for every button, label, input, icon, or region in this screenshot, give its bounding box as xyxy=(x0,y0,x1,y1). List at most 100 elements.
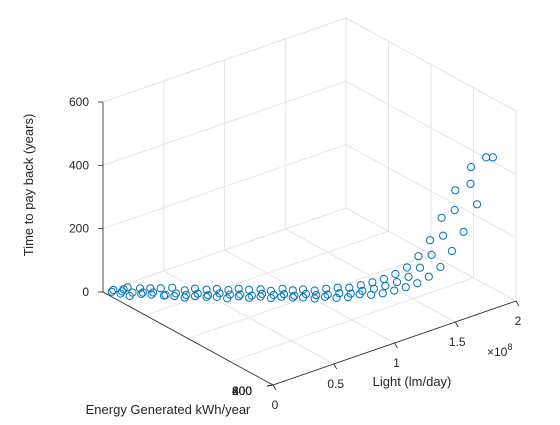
data-point xyxy=(467,163,476,172)
sidewall-top-edge xyxy=(345,17,517,112)
data-point xyxy=(320,292,330,301)
z-tick-label: 400 xyxy=(69,158,89,172)
x-tick-mark xyxy=(454,321,459,328)
data-point xyxy=(138,288,147,297)
data-point xyxy=(149,288,158,297)
z-axis-label: Time to pay back (years) xyxy=(21,114,36,257)
y-tick-label: 800 xyxy=(232,384,252,398)
data-point xyxy=(137,289,146,298)
x-tick-label: 1.5 xyxy=(449,335,466,349)
data-point xyxy=(269,290,278,300)
data-point xyxy=(459,227,468,236)
data-point xyxy=(356,281,365,290)
data-point xyxy=(161,290,170,300)
x-tick-label: 1 xyxy=(393,356,400,370)
data-point xyxy=(424,272,433,281)
data-point xyxy=(236,290,245,299)
data-point xyxy=(401,283,410,292)
x-tick-label: 0 xyxy=(272,398,279,412)
data-point xyxy=(128,288,137,297)
backwall-grid-z xyxy=(102,80,347,166)
data-point xyxy=(447,246,456,256)
data-point xyxy=(488,153,497,162)
data-point xyxy=(202,285,211,294)
data-point xyxy=(234,292,243,301)
y-tick-label: 200 xyxy=(232,384,252,398)
data-point xyxy=(345,283,354,292)
data-point xyxy=(116,289,125,298)
data-point xyxy=(146,284,155,293)
data-point xyxy=(256,285,265,294)
data-point xyxy=(346,289,355,298)
data-points xyxy=(107,153,497,303)
data-point xyxy=(332,293,341,302)
data-point xyxy=(473,200,482,209)
data-point xyxy=(266,286,275,295)
z-tick-label: 600 xyxy=(69,95,89,109)
backwall-grid-z xyxy=(102,144,347,230)
z-tick-label: 0 xyxy=(82,285,89,299)
data-point xyxy=(378,289,387,298)
data-point xyxy=(278,284,287,293)
x-axis-exponent-base: ×10 xyxy=(487,345,508,359)
grid-layer xyxy=(102,17,517,386)
data-point xyxy=(436,262,445,272)
z-tick-label: 200 xyxy=(69,222,89,236)
data-point xyxy=(404,272,413,281)
x-tick-label: 2 xyxy=(515,314,522,328)
data-point xyxy=(482,153,491,162)
data-point xyxy=(168,283,177,292)
data-point xyxy=(245,293,254,302)
axis-edges xyxy=(98,101,520,391)
data-point xyxy=(224,286,233,295)
data-point xyxy=(136,284,145,293)
x-axis-label: Light (lm/day) xyxy=(373,374,452,389)
sidewall-grid-z xyxy=(345,207,517,302)
data-point xyxy=(322,284,331,293)
x-axis-exponent: ×108 xyxy=(487,342,512,359)
data-point xyxy=(118,287,127,296)
data-point xyxy=(193,289,202,298)
data-point xyxy=(390,286,399,295)
floor-grid-y xyxy=(145,230,389,316)
data-point xyxy=(279,290,289,299)
data-point xyxy=(402,263,412,272)
data-point xyxy=(426,236,435,245)
data-point xyxy=(391,269,400,279)
data-point xyxy=(427,250,436,259)
data-point xyxy=(358,286,367,295)
data-point xyxy=(369,284,378,293)
data-point xyxy=(288,286,297,295)
data-point xyxy=(413,279,422,288)
data-point xyxy=(119,285,128,294)
y-tick-label: 400 xyxy=(232,384,252,398)
data-point xyxy=(301,289,310,299)
data-point xyxy=(190,284,200,293)
x-tick-mark xyxy=(272,384,277,391)
sidewall-grid-z xyxy=(345,80,517,175)
floor-grid-y xyxy=(187,254,432,339)
data-point xyxy=(414,252,423,261)
data-point xyxy=(379,274,388,284)
data-point xyxy=(156,284,165,293)
data-point xyxy=(234,284,243,293)
data-point xyxy=(310,286,319,295)
data-point xyxy=(204,291,213,300)
backwall-grid-z xyxy=(102,207,347,293)
data-point xyxy=(109,285,118,295)
y-tick-label: 600 xyxy=(232,384,252,398)
data-point xyxy=(277,292,286,301)
data-point xyxy=(212,284,221,294)
data-point xyxy=(225,290,234,299)
sidewall-grid-z xyxy=(345,144,517,239)
data-point xyxy=(335,289,344,298)
data-point xyxy=(290,291,299,300)
data-point xyxy=(123,283,132,292)
data-point xyxy=(415,263,425,272)
data-point xyxy=(333,283,342,292)
data-point xyxy=(368,278,377,287)
data-point xyxy=(258,289,267,298)
